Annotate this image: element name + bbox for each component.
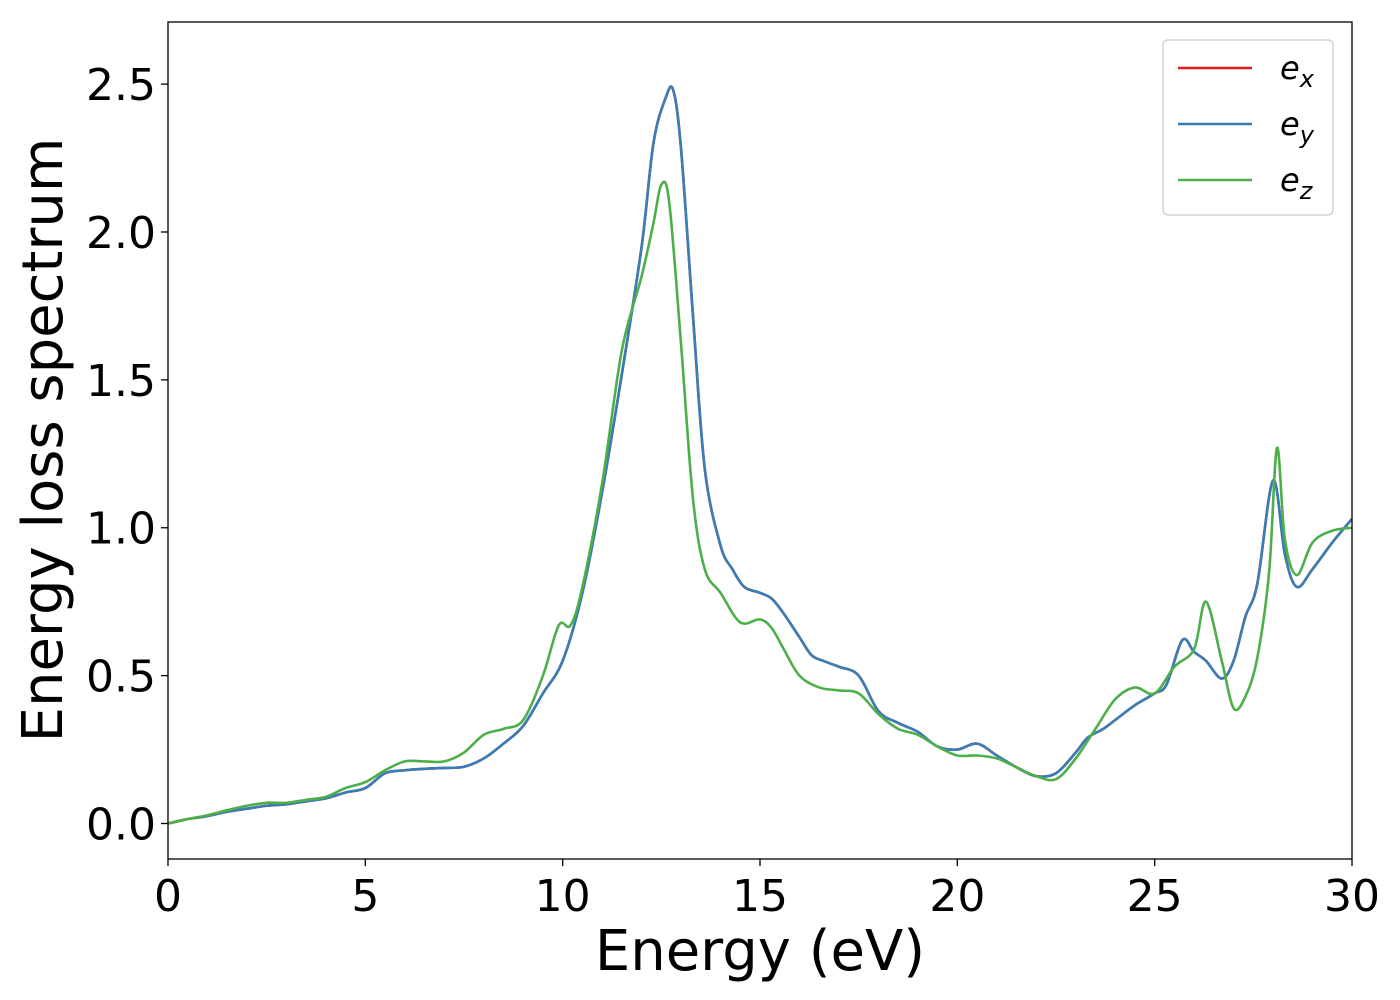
plot-area [168, 85, 1352, 825]
legend-box [1162, 39, 1334, 216]
y-tick-label: 2.0 [86, 208, 156, 259]
y-tick-label: 0.5 [86, 652, 156, 703]
x-tick-label: 20 [929, 871, 985, 922]
y-axis: 0.0 0.5 1.0 1.5 2.0 2.5 [86, 60, 168, 851]
x-axis-title: Energy (eV) [595, 919, 925, 984]
x-tick-label: 0 [154, 871, 182, 922]
x-tick-label: 10 [535, 871, 591, 922]
y-tick-label: 0.0 [86, 800, 156, 851]
y-tick-label: 2.5 [86, 60, 156, 111]
x-tick-label: 15 [732, 871, 788, 922]
y-axis-title: Energy loss spectrum [11, 138, 76, 743]
x-tick-label: 25 [1127, 871, 1183, 922]
x-tick-label: 30 [1324, 871, 1380, 922]
x-tick-label: 5 [351, 871, 379, 922]
series-line-ez [168, 180, 1352, 825]
y-tick-label: 1.0 [86, 504, 156, 555]
series-line-ey [168, 85, 1352, 825]
y-tick-label: 1.5 [86, 356, 156, 407]
x-axis: 0 5 10 15 20 25 30 [154, 859, 1380, 922]
